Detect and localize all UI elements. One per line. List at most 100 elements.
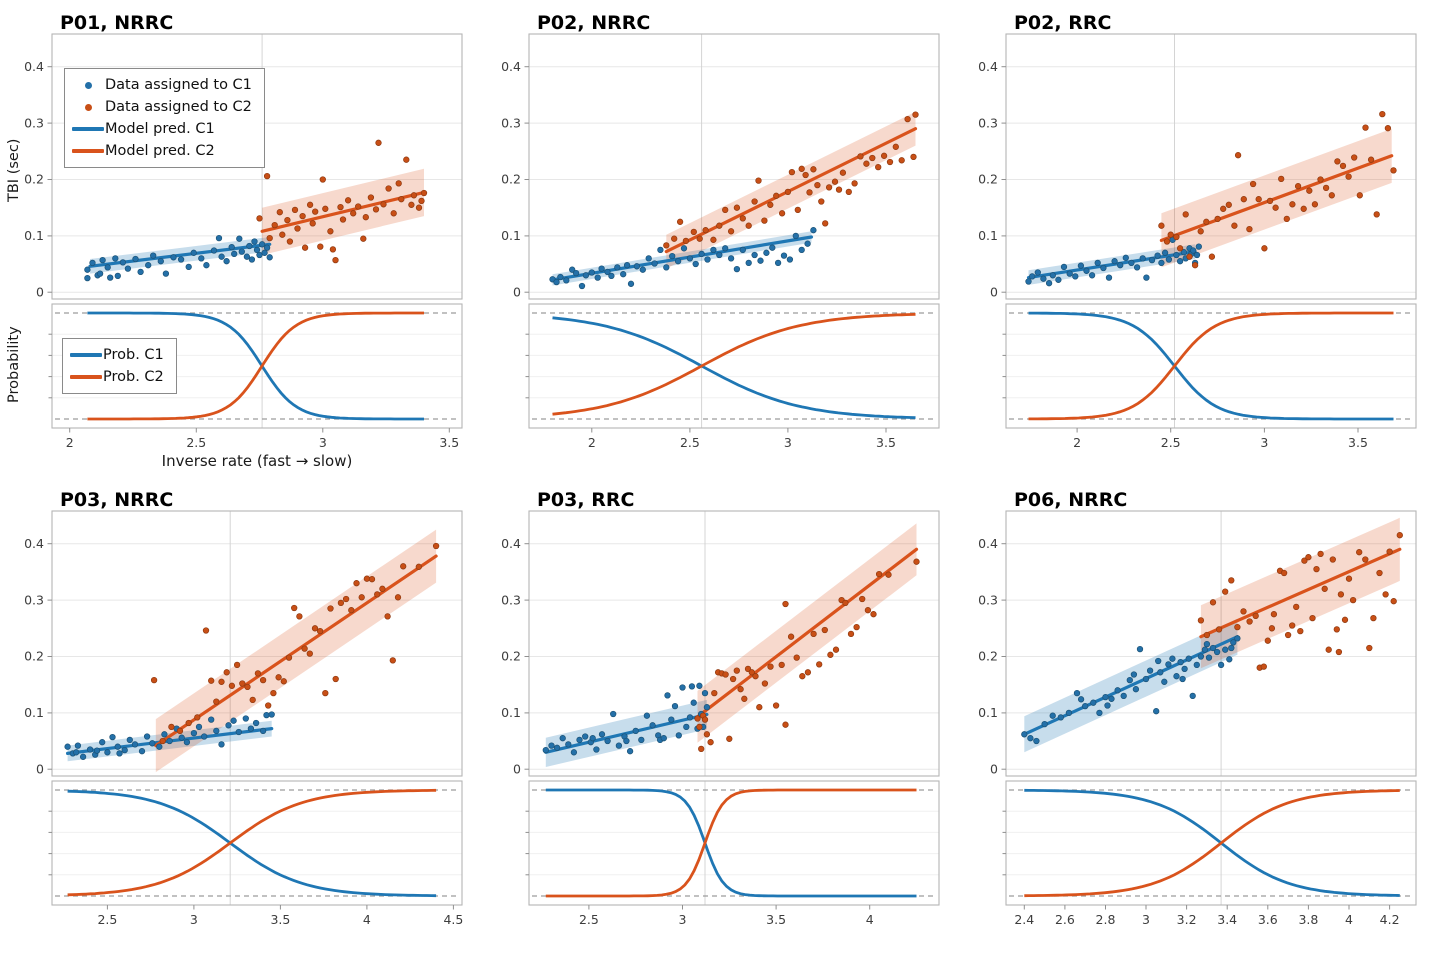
- c2-data-points: [694, 558, 920, 753]
- panel-title: P03, RRC: [537, 489, 635, 511]
- prob-gridlines: [529, 333, 939, 399]
- svg-text:0.1: 0.1: [501, 228, 521, 243]
- panel-title: P01, NRRC: [60, 12, 174, 34]
- svg-text:0.2: 0.2: [978, 172, 998, 187]
- svg-text:0.1: 0.1: [501, 705, 521, 720]
- prob-c1-curve: [552, 316, 916, 420]
- prob-c1-curve: [1024, 788, 1400, 897]
- svg-text:3.5: 3.5: [766, 912, 786, 927]
- y-axis-ticks: 0 0.1 0.2 0.3 0.4: [24, 536, 52, 776]
- probability-axis-ticks: [1002, 810, 1006, 876]
- svg-text:3.5: 3.5: [1348, 435, 1368, 450]
- panel-title: P02, RRC: [1014, 12, 1112, 34]
- legend-item-model-c1: Model pred. C1: [71, 118, 252, 140]
- svg-text:3.5: 3.5: [439, 435, 459, 450]
- c2-model-line: [695, 547, 919, 719]
- prob-guide-dashed-lines: [55, 789, 459, 897]
- probability-axis-ticks: [1002, 333, 1006, 399]
- legend-item-model-c2: Model pred. C2: [71, 140, 252, 162]
- c1-data-points: [549, 227, 817, 290]
- svg-text:0.3: 0.3: [24, 592, 44, 607]
- prob-gridlines: [529, 810, 939, 876]
- prob-gridlines: [1006, 333, 1416, 399]
- svg-text:2.5: 2.5: [680, 435, 700, 450]
- svg-text:0: 0: [513, 761, 521, 776]
- svg-text:2.5: 2.5: [97, 912, 117, 927]
- c2-data-points: [256, 139, 428, 264]
- svg-text:2.5: 2.5: [1161, 435, 1181, 450]
- svg-text:3: 3: [679, 912, 687, 927]
- svg-text:4: 4: [866, 912, 874, 927]
- c2-data-points: [663, 111, 919, 249]
- panel-p03-nrrc: 0 0.1 0.2 0.3 0.4 2.5 3 3.5 4 4.5 P03, NRRC: [0, 477, 476, 954]
- svg-text:0.3: 0.3: [978, 115, 998, 130]
- svg-text:0.4: 0.4: [24, 536, 44, 551]
- c1-line-swatch-icon: [69, 353, 103, 357]
- c1-model-line: [550, 235, 814, 282]
- svg-text:0.2: 0.2: [501, 649, 521, 664]
- prob-guide-dashed-lines: [1009, 789, 1413, 897]
- probability-axes-box: [528, 303, 940, 429]
- svg-text:3.8: 3.8: [1298, 912, 1318, 927]
- legend-item-prob-c2: Prob. C2: [69, 366, 164, 388]
- c2-model-line: [1159, 154, 1394, 242]
- y-gridlines: [529, 66, 939, 293]
- svg-text:0.4: 0.4: [24, 59, 44, 74]
- prob-guide-dashed-lines: [532, 789, 936, 897]
- legend-item-prob-c1: Prob. C1: [69, 344, 164, 366]
- probability-axes-box: [1005, 303, 1417, 429]
- x-axis-ticks: 2 2.5 3 3.5: [66, 428, 459, 450]
- probability-axes-box: [51, 780, 463, 906]
- svg-text:0.3: 0.3: [24, 115, 44, 130]
- legend-item-data-c1: Data assigned to C1: [71, 74, 252, 96]
- prob-c1-curve: [545, 788, 917, 898]
- svg-text:3: 3: [190, 912, 198, 927]
- y-axis-ticks: 0 0.1 0.2 0.3 0.4: [978, 59, 1006, 299]
- panel-p02-nrrc: 0 0.1 0.2 0.3 0.4 2 2.5 3 3.5 P02, NRRC: [477, 0, 953, 477]
- probability-axis-ticks: [525, 333, 529, 399]
- tbi-axes-box: [528, 510, 940, 777]
- svg-text:0.1: 0.1: [978, 228, 998, 243]
- legend-label: Data assigned to C1: [105, 77, 252, 93]
- probability-axis-ticks: [48, 810, 52, 876]
- svg-text:2.4: 2.4: [1014, 912, 1034, 927]
- svg-text:0.1: 0.1: [24, 705, 44, 720]
- x-axis-ticks: 2.5 3 3.5 4 4.5: [97, 905, 463, 927]
- c1-data-points: [84, 234, 273, 282]
- c1-model-line: [1026, 250, 1197, 280]
- svg-text:2.6: 2.6: [1055, 912, 1075, 927]
- prob-c2-curve: [545, 788, 917, 898]
- x-axis-ticks: 2 2.5 3 3.5: [588, 428, 896, 450]
- svg-text:0.3: 0.3: [501, 115, 521, 130]
- svg-text:2: 2: [1073, 435, 1081, 450]
- prob-guide-dashed-lines: [532, 312, 936, 420]
- panel-chart-svg: 0 0.1 0.2 0.3 0.4 2.4 2.6 2.8 3 3.2 3.4 3.6 3.8 4 4.2: [978, 510, 1417, 927]
- svg-text:4.5: 4.5: [443, 912, 463, 927]
- tbi-axes-box: [51, 33, 463, 300]
- probability-axis-ticks: [48, 333, 52, 399]
- svg-text:2.8: 2.8: [1096, 912, 1116, 927]
- tbi-axes-box: [1005, 510, 1417, 777]
- c1-model-line: [544, 712, 709, 754]
- svg-text:2: 2: [66, 435, 74, 450]
- c1-data-points: [1021, 635, 1241, 745]
- c1-data-points: [64, 711, 275, 760]
- c2-data-points: [1158, 110, 1397, 269]
- legend-label: Prob. C2: [103, 369, 164, 385]
- svg-text:3.5: 3.5: [876, 435, 896, 450]
- svg-text:4.2: 4.2: [1380, 912, 1400, 927]
- svg-text:0: 0: [36, 761, 44, 776]
- panel-chart-svg: 0 0.1 0.2 0.3 0.4 2 2.5 3 3.5: [501, 33, 940, 450]
- panel-chart-svg: 0 0.1 0.2 0.3 0.4 2 2.5 3 3.5: [978, 33, 1417, 450]
- prob-c2-curve: [87, 311, 424, 421]
- panel-chart-svg: 0 0.1 0.2 0.3 0.4 2.5 3 3.5 4 4.5: [24, 510, 463, 927]
- svg-text:0.1: 0.1: [24, 228, 44, 243]
- svg-text:3.4: 3.4: [1217, 912, 1237, 927]
- x-axis-ticks: 2 2.5 3 3.5: [1073, 428, 1368, 450]
- tbi-axes-box: [1005, 33, 1417, 300]
- prob-c1-curve: [1028, 311, 1394, 421]
- c1-line-swatch-icon: [71, 127, 105, 131]
- panel-p01-nrrc: 0 0.1 0.2 0.3 0.4 2 2.5 3 3.5 P01, NRRC TBI (sec…: [0, 0, 476, 477]
- legend-item-data-c2: Data assigned to C2: [71, 96, 252, 118]
